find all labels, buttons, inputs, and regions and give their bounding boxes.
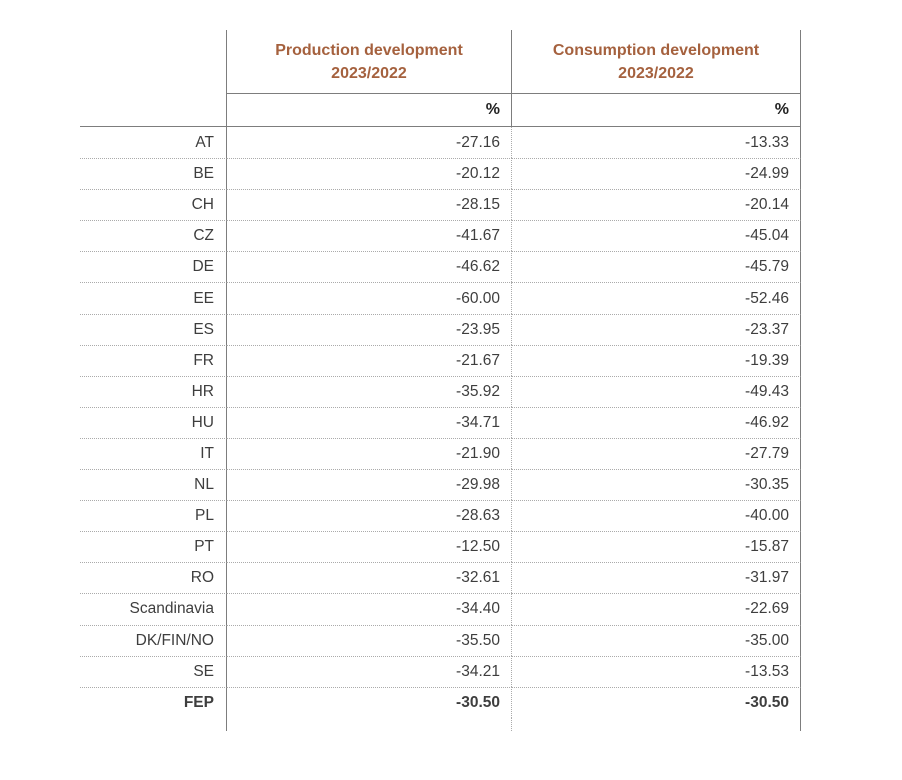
row-label: CH [80, 189, 227, 221]
production-value: -30.50 [227, 686, 512, 718]
row-label: DE [80, 251, 227, 283]
table-row: DE -46.62 -45.79 [80, 251, 801, 283]
table-row: EE -60.00 -52.46 [80, 282, 801, 314]
row-label: HU [80, 406, 227, 438]
development-table: Production development 2023/2022 Consump… [80, 30, 801, 731]
production-value: -46.62 [227, 251, 512, 283]
row-label: EE [80, 282, 227, 314]
production-header-cell: Production development 2023/2022 [227, 30, 512, 94]
consumption-value: -13.33 [512, 127, 801, 159]
consumption-header-cell: Consumption development 2023/2022 [512, 30, 801, 94]
consumption-value: -45.79 [512, 251, 801, 283]
row-label: DK/FIN/NO [80, 624, 227, 656]
consumption-title-line2: 2023/2022 [618, 64, 694, 82]
table-row: SE -34.21 -13.53 [80, 655, 801, 687]
production-unit-label: % [227, 94, 512, 127]
table-row: HU -34.71 -46.92 [80, 406, 801, 438]
consumption-value: -13.53 [512, 655, 801, 687]
consumption-unit-label: % [512, 94, 801, 127]
consumption-value: -45.04 [512, 220, 801, 252]
consumption-value: -46.92 [512, 406, 801, 438]
production-value: -34.21 [227, 655, 512, 687]
consumption-value: -22.69 [512, 593, 801, 625]
consumption-value: -23.37 [512, 313, 801, 345]
consumption-value: -35.00 [512, 624, 801, 656]
production-value: -41.67 [227, 220, 512, 252]
table-row: CZ -41.67 -45.04 [80, 220, 801, 252]
table-row: PL -28.63 -40.00 [80, 500, 801, 532]
table-row: Scandinavia -34.40 -22.69 [80, 593, 801, 625]
table-row: DK/FIN/NO -35.50 -35.00 [80, 624, 801, 656]
consumption-value: -31.97 [512, 562, 801, 594]
consumption-value: -30.35 [512, 469, 801, 501]
table-row: FEP -30.50 -30.50 [80, 686, 801, 718]
table-row: CH -28.15 -20.14 [80, 189, 801, 221]
tail-cell [227, 717, 512, 731]
production-value: -12.50 [227, 531, 512, 563]
production-value: -29.98 [227, 469, 512, 501]
table-row: FR -21.67 -19.39 [80, 344, 801, 376]
table-row: NL -29.98 -30.35 [80, 469, 801, 501]
consumption-value: -30.50 [512, 686, 801, 718]
row-label: CZ [80, 220, 227, 252]
consumption-header-title: Consumption development 2023/2022 [553, 39, 759, 85]
row-label: AT [80, 127, 227, 159]
row-label: SE [80, 655, 227, 687]
tail-cell [512, 717, 801, 731]
table-header-row: Production development 2023/2022 Consump… [80, 30, 801, 94]
table-row: ES -23.95 -23.37 [80, 313, 801, 345]
production-value: -35.92 [227, 375, 512, 407]
production-value: -34.71 [227, 406, 512, 438]
header-spacer-cell [80, 30, 227, 94]
table-tail-rule [80, 717, 801, 731]
row-label: ES [80, 313, 227, 345]
consumption-title-line1: Consumption development [552, 41, 760, 59]
production-value: -35.50 [227, 624, 512, 656]
production-title-line1: Production development [275, 41, 463, 59]
production-value: -23.95 [227, 313, 512, 345]
row-label: RO [80, 562, 227, 594]
row-label: NL [80, 469, 227, 501]
production-value: -28.15 [227, 189, 512, 221]
unit-spacer-cell [80, 94, 227, 127]
production-title-line2: 2023/2022 [331, 64, 407, 82]
table-row: PT -12.50 -15.87 [80, 531, 801, 563]
row-label: FR [80, 344, 227, 376]
consumption-value: -20.14 [512, 189, 801, 221]
consumption-value: -24.99 [512, 158, 801, 190]
consumption-value: -27.79 [512, 437, 801, 470]
row-label: HR [80, 375, 227, 407]
production-value: -21.67 [227, 344, 512, 376]
table-row: AT -27.16 -13.33 [80, 127, 801, 159]
consumption-value: -40.00 [512, 500, 801, 532]
production-value: -34.40 [227, 593, 512, 625]
production-value: -21.90 [227, 437, 512, 470]
row-label: BE [80, 158, 227, 190]
production-header-title: Production development 2023/2022 [275, 39, 463, 85]
consumption-value: -49.43 [512, 375, 801, 407]
production-value: -27.16 [227, 127, 512, 159]
unit-row: % % [80, 94, 801, 127]
row-label: IT [80, 437, 227, 470]
consumption-value: -52.46 [512, 282, 801, 314]
row-label: FEP [80, 686, 227, 718]
production-value: -60.00 [227, 282, 512, 314]
table-row: RO -32.61 -31.97 [80, 562, 801, 594]
row-label: Scandinavia [80, 593, 227, 625]
row-label: PL [80, 500, 227, 532]
production-value: -28.63 [227, 500, 512, 532]
consumption-value: -19.39 [512, 344, 801, 376]
table-row: HR -35.92 -49.43 [80, 375, 801, 407]
tail-cell [80, 717, 227, 731]
table-row: IT -21.90 -27.79 [80, 437, 801, 470]
table-row: BE -20.12 -24.99 [80, 158, 801, 190]
consumption-value: -15.87 [512, 531, 801, 563]
row-label: PT [80, 531, 227, 563]
production-value: -32.61 [227, 562, 512, 594]
production-value: -20.12 [227, 158, 512, 190]
